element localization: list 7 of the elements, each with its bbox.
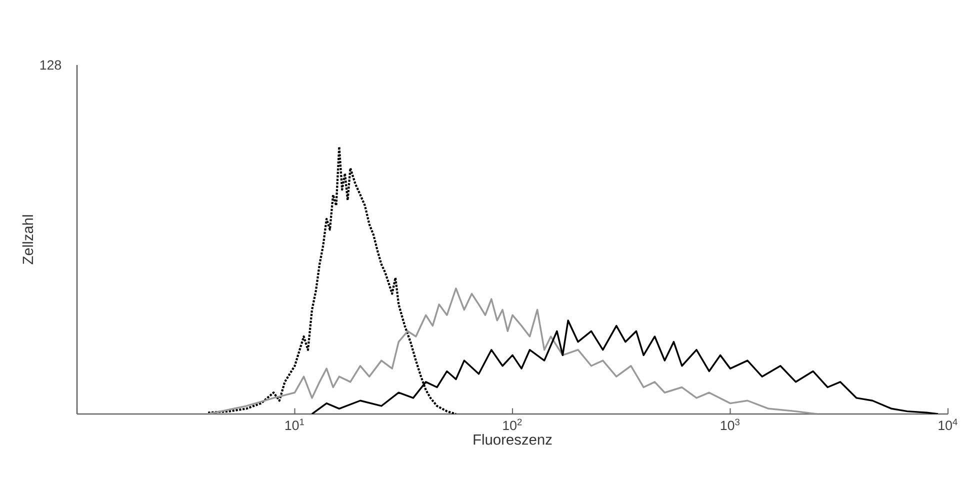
x-tick-label: 10$^{3}$ — [720, 418, 740, 430]
x-axis-title: Fluoreszenz — [474, 434, 552, 445]
y-axis-title: Zellzahl — [22, 215, 34, 264]
x-tick-label: 10$^{1}$ — [285, 418, 304, 430]
text: 128 — [40, 60, 62, 70]
x-tick-label: 10$^{4}$ — [938, 418, 958, 430]
x-tick-label: 10$^{2}$ — [503, 418, 522, 430]
